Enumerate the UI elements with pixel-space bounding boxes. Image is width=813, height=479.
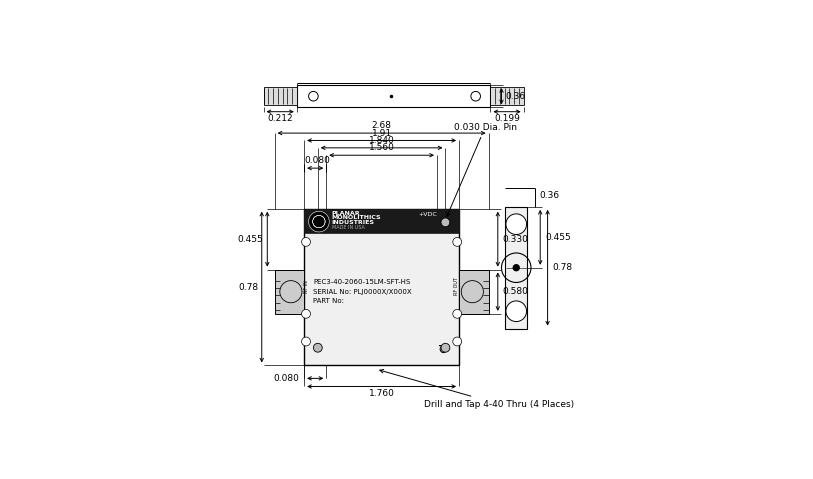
Bar <box>490 87 524 105</box>
Text: INDUSTRIES: INDUSTRIES <box>332 220 375 225</box>
Bar <box>505 207 528 329</box>
Circle shape <box>313 218 322 227</box>
Circle shape <box>309 211 329 232</box>
Text: PEC3-40-2060-15LM-SFT-HS: PEC3-40-2060-15LM-SFT-HS <box>313 279 411 285</box>
Text: +VDC: +VDC <box>418 213 437 217</box>
Text: 0.580: 0.580 <box>502 287 528 296</box>
Text: RF OUT: RF OUT <box>454 277 459 295</box>
Text: 0.78: 0.78 <box>238 283 258 292</box>
Text: 0.36: 0.36 <box>505 91 525 101</box>
Circle shape <box>512 264 520 272</box>
Text: 0.080: 0.080 <box>304 156 330 165</box>
Circle shape <box>453 238 462 246</box>
Bar <box>263 87 297 105</box>
Text: 1.560: 1.560 <box>368 143 394 152</box>
Circle shape <box>453 337 462 346</box>
Bar <box>297 85 490 107</box>
Text: 0.199: 0.199 <box>494 114 520 123</box>
Circle shape <box>313 343 322 352</box>
Bar <box>304 209 459 233</box>
Bar <box>459 270 489 314</box>
Text: 1.840: 1.840 <box>369 136 394 145</box>
Circle shape <box>302 337 311 346</box>
Text: 0.455: 0.455 <box>238 235 263 244</box>
Text: 0.212: 0.212 <box>267 114 293 123</box>
Text: 1.91: 1.91 <box>372 128 392 137</box>
Circle shape <box>302 238 311 246</box>
Bar <box>275 270 304 314</box>
Text: ↻: ↻ <box>437 344 448 357</box>
Text: 0.78: 0.78 <box>552 263 572 272</box>
Text: 2.68: 2.68 <box>372 121 392 130</box>
Text: 0.36: 0.36 <box>539 191 559 200</box>
Text: 0.330: 0.330 <box>502 235 528 244</box>
Circle shape <box>453 309 462 318</box>
Text: PART No:: PART No: <box>313 298 345 304</box>
Text: Drill and Tap 4-40 Thru (4 Places): Drill and Tap 4-40 Thru (4 Places) <box>380 369 574 409</box>
Text: PLANAR: PLANAR <box>332 211 360 216</box>
Text: 0.030 Dia. Pin: 0.030 Dia. Pin <box>446 123 516 216</box>
Bar <box>304 209 459 365</box>
Circle shape <box>302 309 311 318</box>
Circle shape <box>506 301 527 321</box>
Text: 1.760: 1.760 <box>368 389 394 399</box>
Text: 0.080: 0.080 <box>274 374 300 383</box>
Text: MADE IN USA: MADE IN USA <box>332 225 365 230</box>
Circle shape <box>506 214 527 235</box>
Text: MONOLITHICS: MONOLITHICS <box>332 216 381 220</box>
Circle shape <box>441 218 450 227</box>
Text: RF IN: RF IN <box>303 280 308 293</box>
Circle shape <box>441 343 450 352</box>
Text: 0.455: 0.455 <box>546 233 572 242</box>
Text: SERIAL No: PLJ0000X/X000X: SERIAL No: PLJ0000X/X000X <box>313 289 412 295</box>
